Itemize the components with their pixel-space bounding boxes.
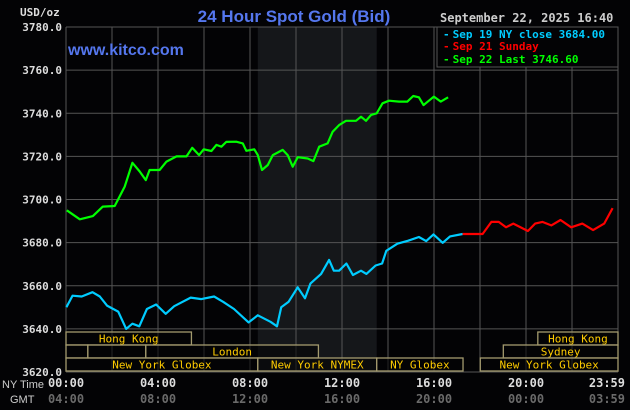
session-label: New York NYMEX [271,359,364,372]
session-label: New York Globex [499,359,599,372]
series-line [462,207,614,236]
x-tick-label-gmt: 16:00 [324,392,360,406]
x-tick-label-ny: 00:00 [48,376,84,390]
x-tick-label-ny: 12:00 [324,376,360,390]
x-tick-label-gmt: 03:59 [589,392,625,406]
session-label: London [212,346,252,359]
website-watermark: www.kitco.com [67,42,184,59]
session-label: Hong Kong [548,333,608,346]
session-label: Hong Kong [99,333,159,346]
y-axis-unit: USD/oz [20,6,60,19]
gmt-label: GMT [10,394,35,406]
session-bar [479,357,619,372]
session-bar [87,344,147,359]
session-label: Sydney [541,346,581,359]
session-label: New York Globex [112,359,212,372]
legend-item-sep22: - Sep 22 Last 3746.60 [443,53,578,66]
x-tick-label-gmt: 20:00 [416,392,452,406]
legend: - Sep 19 NY close 3684.00 - Sep 21 Sunday … [436,26,619,68]
y-tick-label: 3720.0 [22,150,62,163]
y-tick-label: 3780.0 [22,21,62,34]
y-tick-label: 3740.0 [22,107,62,120]
x-tick-label-ny: 08:00 [232,376,268,390]
x-tick-label-ny: 04:00 [140,376,176,390]
y-tick-label: 3700.0 [22,194,62,207]
series-line [66,94,449,221]
y-tick-label: 3760.0 [22,64,62,77]
ny-time-label: NY Time [2,379,44,391]
session-label: NY Globex [390,359,450,372]
legend-box [436,26,619,68]
timestamp: September 22, 2025 16:40 [440,11,613,25]
session-bar [376,357,464,372]
legend-item-sep21: - Sep 21 Sunday [443,40,539,53]
x-tick-label-ny: 20:00 [508,376,544,390]
x-tick-label-ny: 23:59 [589,376,625,390]
y-tick-label: 3660.0 [22,280,62,293]
y-tick-label: 3640.0 [22,323,62,336]
x-tick-label-gmt: 08:00 [140,392,176,406]
series-line [65,232,463,330]
session-bar [65,344,89,359]
x-tick-label-ny: 16:00 [416,376,452,390]
x-tick-label-gmt: 12:00 [232,392,268,406]
x-tick-label-gmt: 00:00 [508,392,544,406]
chart-title: 24 Hour Spot Gold (Bid) [198,7,391,26]
x-tick-label-gmt: 04:00 [48,392,84,406]
y-tick-label: 3680.0 [22,237,62,250]
legend-item-sep19: - Sep 19 NY close 3684.00 [443,28,605,41]
y-tick-label: 3620.0 [22,366,62,379]
